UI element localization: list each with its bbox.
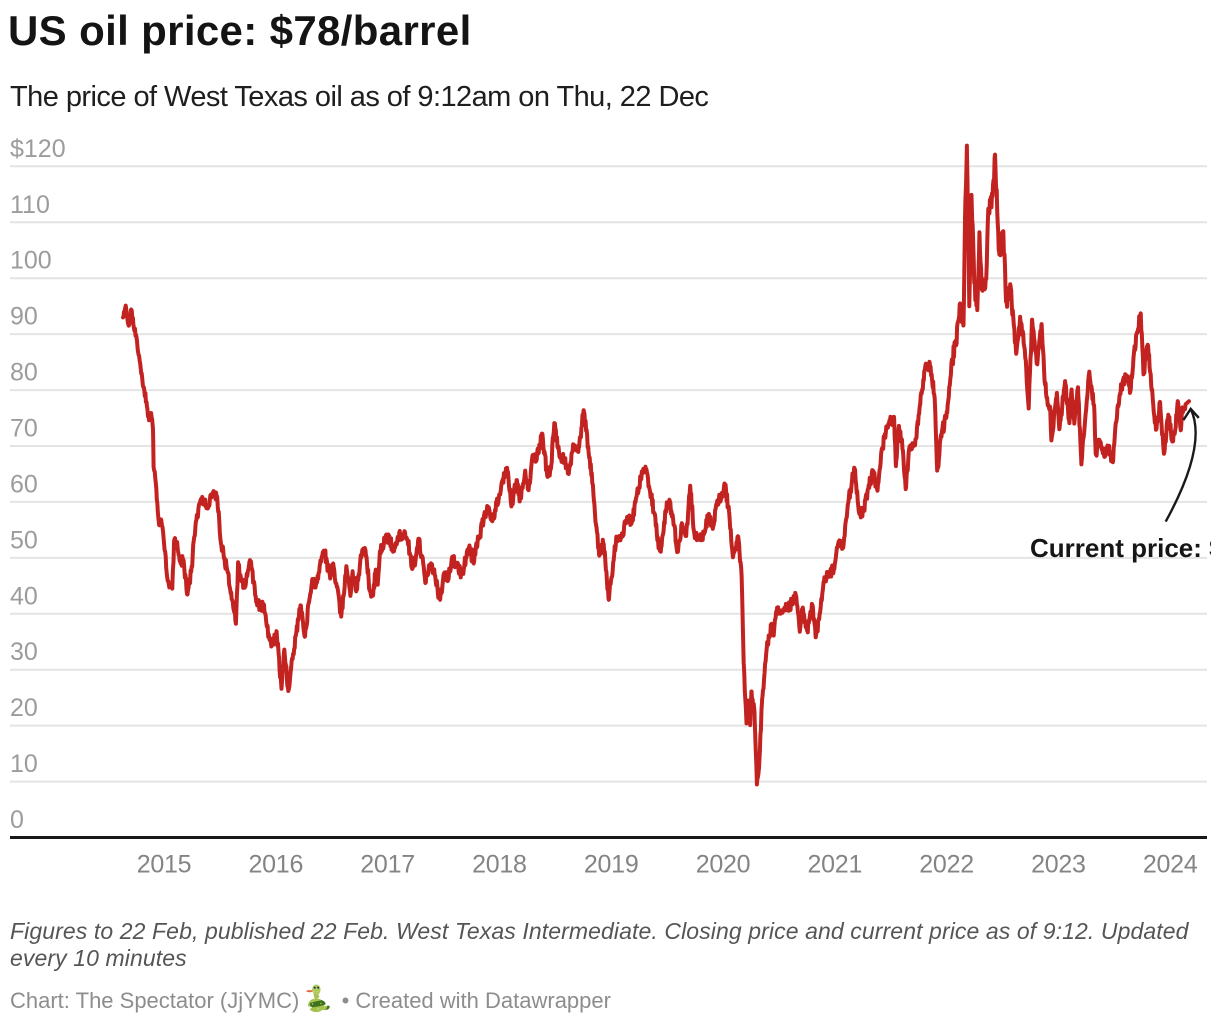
svg-text:2024: 2024 [1143,851,1198,879]
svg-text:30: 30 [10,638,38,666]
svg-text:2022: 2022 [919,851,974,879]
svg-text:2015: 2015 [137,851,192,879]
svg-text:60: 60 [10,470,38,498]
svg-text:50: 50 [10,526,38,554]
svg-text:2018: 2018 [472,851,527,879]
svg-text:80: 80 [10,359,38,387]
svg-text:70: 70 [10,415,38,443]
svg-text:90: 90 [10,303,38,331]
svg-text:2020: 2020 [696,851,751,879]
svg-text:20: 20 [10,694,38,722]
svg-text:$120: $120 [10,135,66,163]
svg-text:2021: 2021 [807,851,862,879]
svg-text:0: 0 [10,806,24,834]
svg-text:2019: 2019 [584,851,639,879]
svg-text:110: 110 [10,191,50,219]
svg-text:2016: 2016 [248,851,303,879]
svg-text:10: 10 [10,750,38,778]
svg-text:40: 40 [10,582,38,610]
svg-text:2017: 2017 [360,851,415,879]
svg-text:100: 100 [10,247,52,275]
svg-text:2023: 2023 [1031,851,1086,879]
